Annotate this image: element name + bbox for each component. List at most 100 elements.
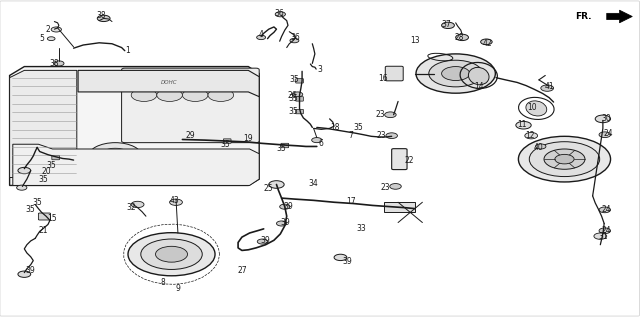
Circle shape [131,201,144,208]
Circle shape [275,12,285,17]
Circle shape [481,39,492,45]
Text: 35: 35 [26,205,36,214]
Circle shape [280,204,290,209]
Circle shape [208,89,234,101]
Text: 39: 39 [260,236,271,245]
Circle shape [257,239,268,244]
Polygon shape [10,67,259,185]
Circle shape [456,34,468,41]
FancyBboxPatch shape [385,66,403,81]
Circle shape [516,121,531,129]
Circle shape [170,199,182,205]
Circle shape [18,271,31,277]
Polygon shape [10,70,77,178]
Text: 33: 33 [356,224,367,233]
Circle shape [54,61,64,66]
Circle shape [599,228,611,234]
Text: 23: 23 [376,131,387,140]
Text: FR.: FR. [575,12,591,21]
Ellipse shape [99,148,131,165]
Circle shape [334,254,347,261]
Text: 38: 38 [49,59,60,68]
Text: 32: 32 [126,203,136,212]
Text: 3: 3 [317,65,323,74]
Text: 42: 42 [483,39,493,48]
Circle shape [525,133,538,139]
FancyBboxPatch shape [122,68,259,143]
Text: 37: 37 [442,20,452,29]
FancyBboxPatch shape [296,79,303,83]
Text: 35: 35 [289,75,300,84]
Text: 39: 39 [342,257,352,266]
Polygon shape [13,144,259,185]
Circle shape [97,15,110,22]
Circle shape [536,144,546,149]
Ellipse shape [88,143,142,171]
FancyBboxPatch shape [296,109,303,114]
Text: 26: 26 [287,91,297,100]
Text: 30: 30 [602,114,612,123]
Text: 15: 15 [47,214,58,223]
Circle shape [312,138,322,143]
Text: 39: 39 [26,266,36,275]
Text: 10: 10 [527,103,538,112]
Circle shape [141,239,202,269]
Circle shape [595,115,611,123]
Text: 35: 35 [288,94,298,103]
Circle shape [518,136,611,182]
Circle shape [257,35,266,40]
Text: 12: 12 [525,131,534,140]
Text: 4: 4 [259,30,264,39]
Text: 35: 35 [288,107,298,116]
Text: 24: 24 [602,205,612,214]
Circle shape [385,112,396,118]
Circle shape [429,60,483,87]
Text: 9: 9 [175,284,180,293]
Circle shape [390,184,401,189]
Circle shape [51,27,61,32]
Text: 6: 6 [319,139,324,148]
Circle shape [541,85,554,91]
Text: 5: 5 [39,34,44,43]
Text: 39: 39 [280,218,290,227]
Text: 21: 21 [39,226,48,235]
FancyBboxPatch shape [38,213,51,220]
Text: 35: 35 [220,140,230,149]
FancyBboxPatch shape [281,143,289,148]
Text: 7: 7 [348,131,353,140]
Circle shape [128,233,215,276]
Ellipse shape [468,68,489,85]
Text: 13: 13 [410,36,420,45]
Text: 28: 28 [455,33,464,42]
Text: 38: 38 [96,11,106,20]
Text: 43: 43 [169,196,179,205]
Text: DOHC: DOHC [161,80,178,85]
Text: 14: 14 [474,82,484,91]
Text: 36: 36 [291,33,301,42]
Text: 31: 31 [598,232,608,241]
Circle shape [182,89,208,101]
Polygon shape [384,202,415,212]
Circle shape [386,133,397,139]
Polygon shape [607,10,632,23]
Circle shape [290,38,299,43]
Circle shape [17,185,27,190]
Text: 23: 23 [375,110,385,119]
Text: 24: 24 [603,129,613,138]
Circle shape [276,221,287,226]
Text: 34: 34 [308,179,319,188]
Circle shape [157,89,182,101]
Circle shape [544,149,585,169]
Text: 36: 36 [275,9,285,18]
Text: 41: 41 [544,82,554,91]
Text: 27: 27 [237,266,247,275]
Circle shape [292,92,303,97]
Text: 19: 19 [243,134,253,143]
FancyBboxPatch shape [296,97,303,101]
Circle shape [599,132,611,138]
Text: 18: 18 [331,123,340,132]
Text: 1: 1 [125,46,131,55]
Circle shape [269,181,284,188]
Text: 35: 35 [38,175,49,184]
Text: 39: 39 [283,202,293,210]
